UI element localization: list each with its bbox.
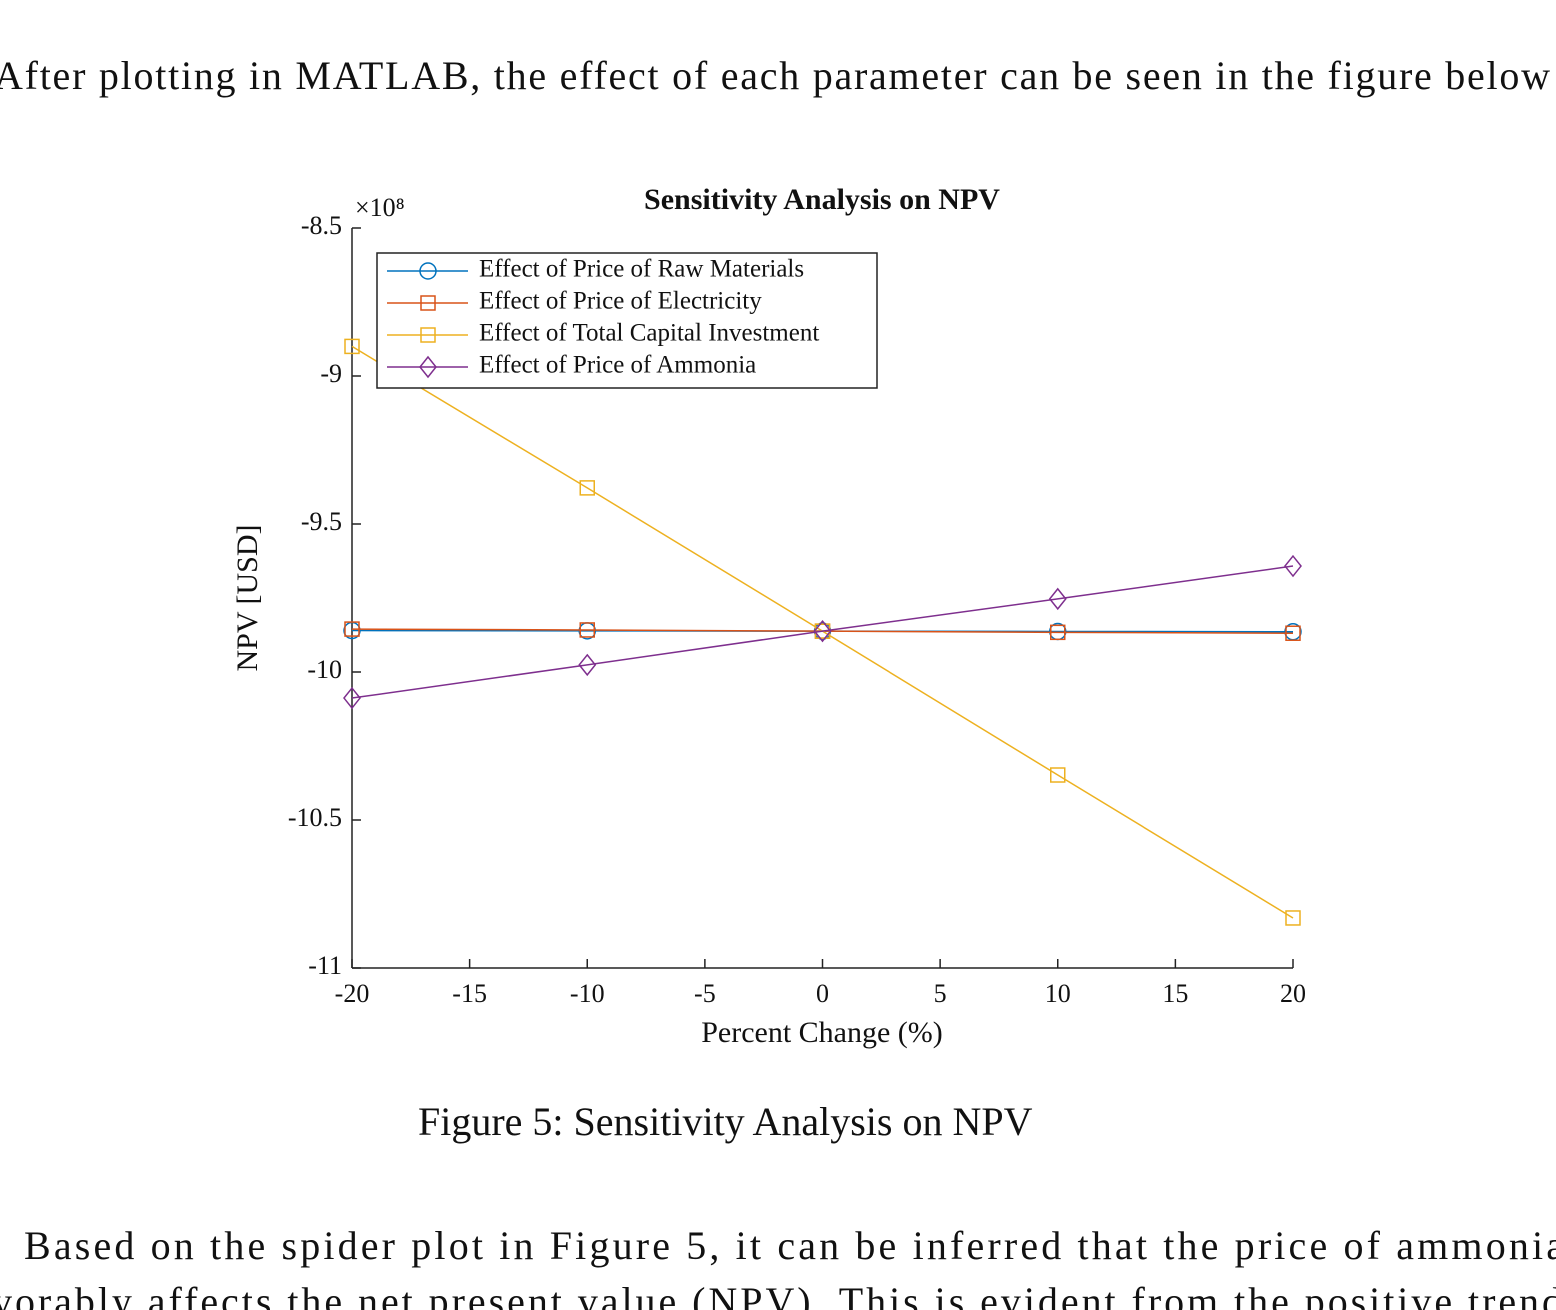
x-tick-label: 0 (816, 979, 829, 1008)
legend-box (376, 252, 878, 389)
marker (1284, 554, 1302, 578)
legend-label: Effect of Price of Raw Materials (479, 256, 804, 283)
x-tick-label: 5 (934, 979, 947, 1008)
x-tick-label: -15 (452, 979, 487, 1008)
legend-marker (420, 327, 436, 343)
y-tick-label: -8.5 (301, 211, 342, 240)
paragraph: Based on the spider plot in Figure 5, it… (24, 1223, 1556, 1268)
legend-marker (420, 295, 436, 311)
legend-marker (419, 262, 437, 280)
legend-label: Effect of Price of Ammonia (479, 352, 756, 379)
y-tick-label: -10 (307, 655, 342, 684)
series-line (351, 565, 1294, 699)
y-axis-label: NPV [USD] (231, 525, 264, 672)
marker (814, 623, 831, 639)
marker (344, 338, 360, 355)
marker (579, 480, 595, 496)
legend-label: Effect of Price of Electricity (479, 288, 762, 315)
x-axis-label: Percent Change (%) (701, 1016, 943, 1049)
x-tick-label: 20 (1280, 979, 1306, 1008)
x-tick-label: -10 (570, 979, 605, 1008)
y-tick-label: -9 (320, 359, 342, 388)
y-tick-label: -9.5 (301, 507, 342, 536)
marker (1050, 767, 1066, 783)
marker (578, 653, 597, 677)
x-tick-label: -5 (694, 979, 716, 1008)
x-tick-label: -20 (335, 979, 370, 1008)
x-tick-label: 15 (1162, 979, 1188, 1008)
paragraph: vorably affects the net present value (N… (0, 1279, 1556, 1310)
legend-marker (419, 355, 437, 379)
marker (1050, 624, 1066, 641)
y-tick-label: -11 (308, 951, 342, 980)
paragraph: After plotting in MATLAB, the effect of … (0, 53, 1550, 98)
marker (579, 622, 595, 638)
marker (1048, 587, 1067, 611)
legend-label: Effect of Total Capital Investment (479, 320, 819, 347)
y-tick-label: -10.5 (288, 803, 342, 832)
marker (343, 686, 361, 710)
marker (1285, 910, 1301, 926)
marker (1285, 625, 1301, 641)
chart-title: Sensitivity Analysis on NPV (644, 183, 1000, 216)
y-scale-label: ×10⁸ (355, 193, 405, 222)
x-tick-label: 10 (1045, 979, 1071, 1008)
marker (813, 619, 832, 643)
figure-caption: Figure 5: Sensitivity Analysis on NPV (418, 1099, 1033, 1144)
marker (344, 621, 360, 637)
